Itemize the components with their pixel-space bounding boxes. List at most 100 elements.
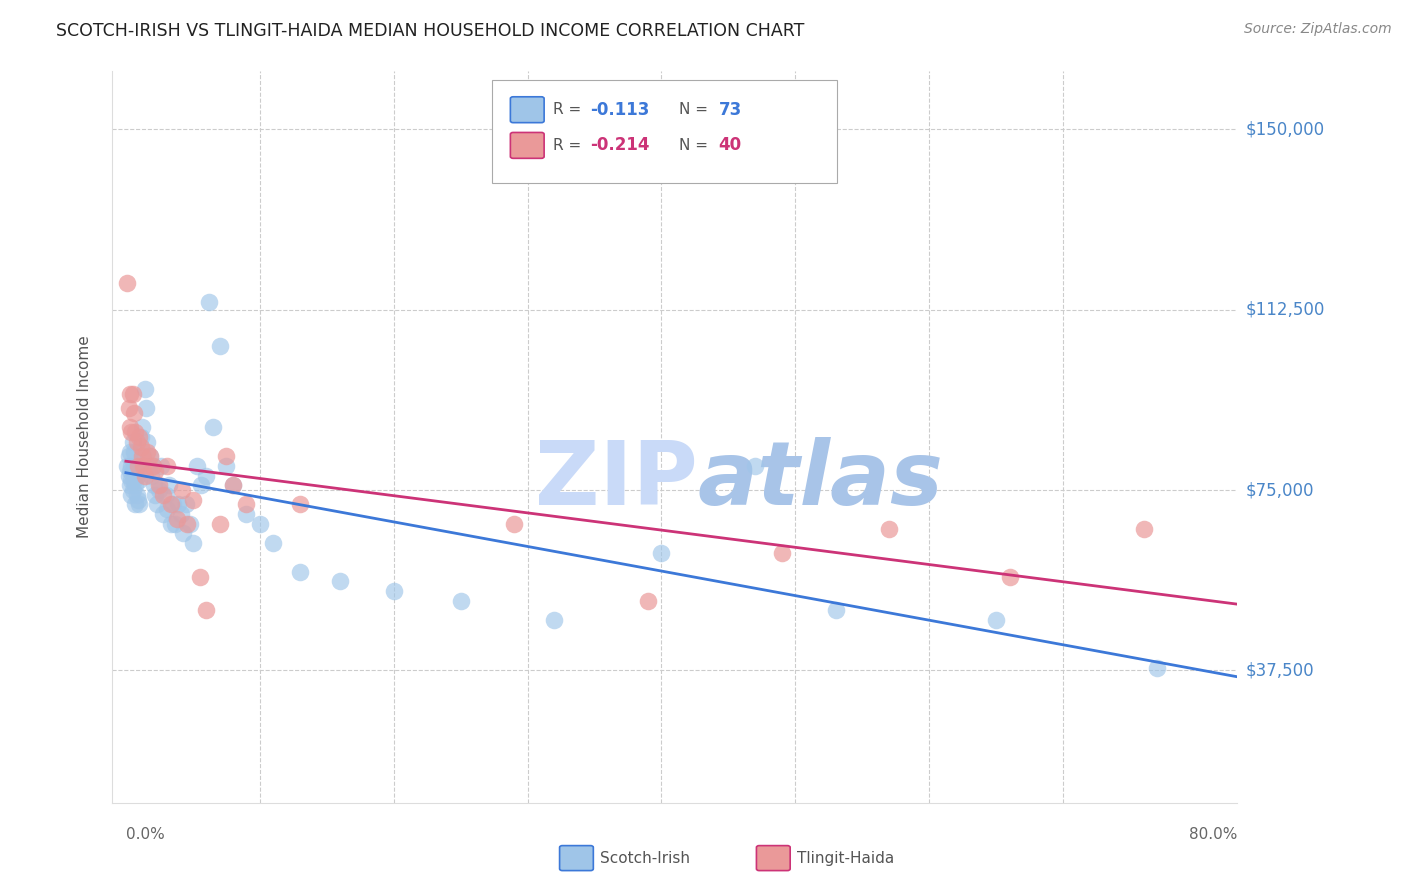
Point — [262, 536, 284, 550]
Point — [208, 338, 231, 352]
Point — [172, 526, 194, 541]
Point — [115, 276, 138, 290]
Point — [124, 478, 146, 492]
Point — [155, 488, 177, 502]
Point — [543, 613, 565, 627]
Point — [152, 507, 174, 521]
Point — [141, 468, 163, 483]
Point — [288, 498, 311, 512]
Text: 0.0%: 0.0% — [127, 827, 165, 842]
Point — [136, 434, 159, 449]
Y-axis label: Median Household Income: Median Household Income — [77, 335, 91, 539]
Text: 80.0%: 80.0% — [1189, 827, 1237, 842]
Point — [134, 468, 156, 483]
Point — [201, 420, 224, 434]
Text: $150,000: $150,000 — [1246, 120, 1324, 138]
Text: -0.113: -0.113 — [591, 101, 650, 119]
Point — [165, 516, 187, 531]
Point — [179, 516, 201, 531]
Point — [195, 468, 218, 483]
Point — [208, 516, 231, 531]
Point — [136, 444, 159, 458]
Point — [142, 458, 165, 473]
Text: R =: R = — [553, 103, 586, 117]
Point — [117, 401, 139, 416]
Point — [122, 474, 145, 488]
Point — [637, 593, 659, 607]
Point — [235, 507, 257, 521]
Point — [174, 498, 197, 512]
Point — [249, 516, 271, 531]
Point — [986, 613, 1008, 627]
Point — [188, 569, 211, 583]
Point — [148, 483, 170, 497]
Point — [650, 545, 672, 559]
Point — [166, 512, 188, 526]
Point — [181, 536, 204, 550]
Point — [125, 468, 148, 483]
Point — [117, 468, 139, 483]
Point — [143, 478, 166, 492]
Point — [288, 565, 311, 579]
Point — [503, 516, 526, 531]
Point — [1132, 521, 1154, 535]
Point — [115, 458, 138, 473]
Point — [121, 434, 143, 449]
Point — [128, 474, 150, 488]
Text: N =: N = — [679, 103, 713, 117]
Point — [131, 450, 153, 464]
Point — [222, 478, 245, 492]
Text: Source: ZipAtlas.com: Source: ZipAtlas.com — [1244, 22, 1392, 37]
Point — [125, 434, 148, 449]
Point — [770, 545, 793, 559]
Point — [329, 574, 352, 589]
Point — [195, 603, 218, 617]
Text: atlas: atlas — [697, 437, 943, 524]
Point — [167, 498, 190, 512]
Point — [129, 464, 152, 478]
Point — [156, 458, 179, 473]
Text: 40: 40 — [718, 136, 741, 154]
Point — [128, 430, 150, 444]
Text: -0.214: -0.214 — [591, 136, 650, 154]
Text: R =: R = — [553, 138, 586, 153]
Point — [198, 295, 221, 310]
Point — [121, 464, 143, 478]
Point — [176, 516, 198, 531]
Text: $75,000: $75,000 — [1246, 481, 1315, 499]
Text: 73: 73 — [718, 101, 742, 119]
Point — [744, 458, 766, 473]
Point — [824, 603, 846, 617]
Point — [181, 492, 204, 507]
Point — [118, 478, 141, 492]
Point — [118, 464, 141, 478]
Point — [124, 458, 146, 473]
Point — [118, 386, 141, 401]
Text: $112,500: $112,500 — [1246, 301, 1324, 318]
Text: N =: N = — [679, 138, 713, 153]
Point — [186, 458, 208, 473]
Point — [160, 516, 183, 531]
Point — [131, 420, 153, 434]
Point — [124, 498, 146, 512]
Point — [125, 488, 148, 502]
Text: $37,500: $37,500 — [1246, 662, 1315, 680]
Point — [120, 425, 142, 440]
Point — [450, 593, 472, 607]
Point — [877, 521, 900, 535]
Point — [120, 488, 142, 502]
Point — [157, 478, 180, 492]
Point — [132, 450, 155, 464]
Point — [998, 569, 1021, 583]
Text: Scotch-Irish: Scotch-Irish — [600, 851, 690, 865]
Point — [139, 450, 162, 464]
Point — [127, 458, 149, 473]
Point — [145, 498, 167, 512]
Point — [128, 498, 150, 512]
Point — [139, 450, 162, 464]
Point — [134, 382, 156, 396]
Point — [172, 483, 194, 497]
Text: Tlingit-Haida: Tlingit-Haida — [797, 851, 894, 865]
Point — [156, 502, 179, 516]
Point — [142, 458, 165, 473]
